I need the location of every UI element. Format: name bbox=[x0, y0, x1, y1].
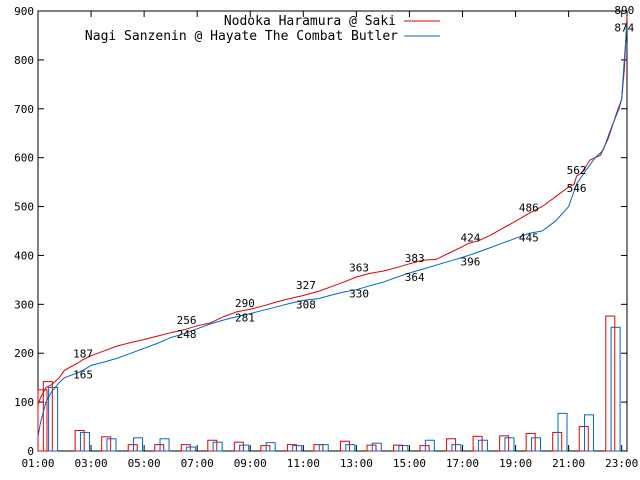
bar bbox=[530, 437, 541, 452]
bar bbox=[477, 439, 488, 452]
bar bbox=[42, 381, 53, 452]
data-labels: 187 256 290 327 363 383 424 486 562 890 165 248 281 3… bbox=[73, 4, 634, 381]
bar bbox=[48, 386, 59, 452]
y-tick-label: 600 bbox=[14, 152, 34, 165]
x-tick-label: 15:00 bbox=[393, 457, 426, 470]
bar bbox=[371, 442, 382, 452]
bar bbox=[159, 438, 170, 452]
bar bbox=[366, 444, 377, 452]
data-label: 308 bbox=[296, 298, 316, 311]
data-label: 486 bbox=[519, 201, 539, 214]
y-tick-label: 400 bbox=[14, 249, 34, 262]
bar bbox=[37, 389, 48, 452]
data-label: 890 bbox=[614, 4, 634, 17]
x-tick-label: 13:00 bbox=[340, 457, 373, 470]
bar bbox=[424, 439, 435, 452]
bar bbox=[207, 439, 218, 452]
legend-label-1: Nagi Sanzenin @ Hayate The Combat Butler bbox=[85, 29, 398, 44]
x-tick-label: 19:00 bbox=[499, 457, 532, 470]
data-label: 874 bbox=[614, 22, 634, 35]
bar bbox=[292, 445, 303, 452]
data-label: 363 bbox=[349, 262, 369, 275]
bar bbox=[504, 437, 515, 452]
bar bbox=[260, 445, 271, 452]
bar bbox=[186, 446, 197, 452]
data-label: 248 bbox=[177, 328, 197, 341]
bar bbox=[557, 412, 568, 452]
series-line bbox=[37, 23, 628, 437]
bar bbox=[133, 437, 144, 452]
y-tick-label: 300 bbox=[14, 298, 34, 311]
bar bbox=[74, 429, 85, 452]
x-tick-label: 17:00 bbox=[446, 457, 479, 470]
y-axis: 0 100 200 300 400 500 600 700 800 900 bbox=[14, 5, 627, 458]
bar bbox=[451, 444, 462, 452]
data-label: 445 bbox=[519, 231, 539, 244]
bar bbox=[313, 444, 324, 452]
x-tick-label: 09:00 bbox=[234, 457, 267, 470]
bar bbox=[239, 444, 250, 452]
y-tick-label: 700 bbox=[14, 103, 34, 116]
y-tick-label: 900 bbox=[14, 5, 34, 18]
bar bbox=[212, 441, 223, 452]
bar bbox=[345, 444, 356, 452]
data-label: 383 bbox=[405, 252, 425, 265]
y-tick-label: 200 bbox=[14, 347, 34, 360]
bar bbox=[101, 436, 112, 452]
bar bbox=[525, 432, 536, 452]
data-label: 562 bbox=[567, 164, 587, 177]
bar bbox=[605, 315, 616, 452]
bar bbox=[106, 438, 117, 452]
x-tick-label: 21:00 bbox=[552, 457, 585, 470]
data-label: 327 bbox=[296, 279, 316, 292]
data-label: 281 bbox=[235, 312, 255, 325]
bar bbox=[233, 441, 244, 452]
bar bbox=[398, 445, 409, 452]
y-tick-label: 100 bbox=[14, 396, 34, 409]
legend-label-0: Nodoka Haramura @ Saki bbox=[224, 14, 396, 29]
data-label: 290 bbox=[235, 297, 255, 310]
bar bbox=[499, 435, 510, 452]
bar bbox=[552, 431, 563, 452]
y-tick-label: 800 bbox=[14, 54, 34, 67]
x-tick-label: 07:00 bbox=[181, 457, 214, 470]
bar bbox=[265, 442, 276, 452]
bar bbox=[339, 440, 350, 452]
bar bbox=[79, 431, 90, 452]
x-tick-label: 23:00 bbox=[605, 457, 638, 470]
data-label: 396 bbox=[461, 255, 481, 268]
x-tick-label: 05:00 bbox=[128, 457, 161, 470]
series-line bbox=[37, 15, 628, 405]
bar bbox=[472, 435, 483, 452]
data-label: 187 bbox=[73, 348, 93, 361]
x-tick-label: 11:00 bbox=[287, 457, 320, 470]
data-label: 165 bbox=[73, 368, 93, 381]
bar bbox=[127, 444, 138, 452]
bar bbox=[286, 444, 297, 452]
x-tick-label: 03:00 bbox=[75, 457, 108, 470]
bar bbox=[180, 444, 191, 452]
data-label: 256 bbox=[177, 314, 197, 327]
x-axis: 01:00 03:00 05:00 07:00 09:00 11:00 13:00 15:00… bbox=[21, 11, 638, 470]
data-label: 330 bbox=[349, 288, 369, 301]
legend: Nodoka Haramura @ Saki Nagi Sanzenin @ H… bbox=[85, 14, 440, 44]
bar bbox=[578, 426, 589, 452]
bar bbox=[318, 444, 329, 452]
bar bbox=[584, 414, 595, 452]
y-tick-label: 500 bbox=[14, 201, 34, 214]
bar bbox=[419, 445, 430, 452]
bar bbox=[154, 444, 165, 452]
y-tick-label: 0 bbox=[27, 445, 34, 458]
lines bbox=[37, 15, 628, 437]
data-label: 424 bbox=[461, 232, 481, 245]
data-label: 364 bbox=[405, 271, 425, 284]
bar bbox=[610, 326, 621, 452]
x-tick-label: 01:00 bbox=[21, 457, 54, 470]
plot-frame bbox=[37, 10, 628, 452]
bars bbox=[37, 315, 621, 452]
bar bbox=[393, 444, 404, 452]
data-label: 546 bbox=[567, 182, 587, 195]
